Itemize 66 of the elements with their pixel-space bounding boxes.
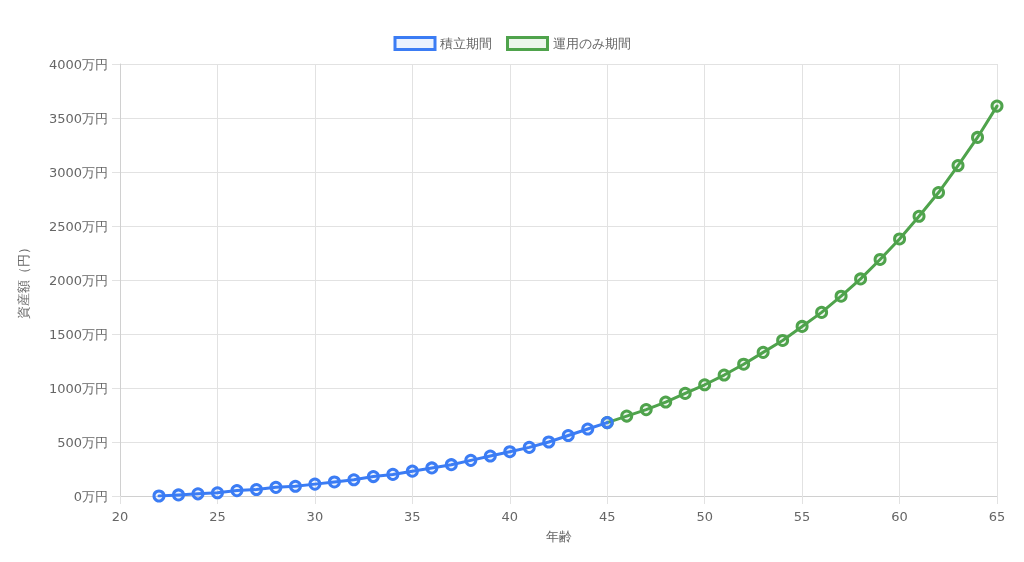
x-tick-label: 25 (209, 509, 226, 524)
x-tick-label: 45 (598, 509, 616, 524)
point (405, 464, 419, 478)
x-tick-label: 30 (306, 509, 324, 524)
legend-label: 運用のみ期間 (552, 36, 631, 51)
x-tick-label: 60 (891, 509, 908, 524)
point (561, 429, 575, 443)
point (698, 378, 712, 392)
point (795, 319, 809, 333)
point (425, 461, 439, 475)
y-tick-label: 1000万円 (48, 380, 108, 396)
y-tick-label: 1500万円 (48, 326, 108, 342)
point (483, 449, 497, 463)
y-tick-label: 2000万円 (48, 272, 108, 288)
point (639, 403, 653, 417)
point (776, 333, 790, 347)
point (912, 209, 926, 223)
point (542, 435, 556, 449)
point (971, 130, 985, 144)
point (581, 422, 595, 436)
point (737, 357, 751, 371)
point (756, 345, 770, 359)
point (347, 473, 361, 487)
point (990, 99, 1004, 113)
point (873, 252, 887, 266)
x-tick-label: 35 (404, 509, 421, 524)
point (308, 477, 322, 491)
point (269, 480, 283, 494)
point (464, 453, 478, 467)
point (327, 475, 341, 489)
point (366, 470, 380, 484)
point (815, 305, 829, 319)
x-tick-label: 20 (111, 509, 129, 524)
point (834, 289, 848, 303)
point (191, 487, 205, 501)
point (620, 409, 634, 423)
y-tick-label: 3500万円 (48, 110, 108, 126)
point (951, 159, 965, 173)
x-axis-title: 年齢 (545, 529, 572, 544)
x-tick-label: 55 (793, 509, 811, 524)
point (717, 368, 731, 382)
y-tick-label: 500万円 (57, 434, 108, 450)
y-tick-label: 4000万円 (48, 56, 108, 72)
x-tick-label: 50 (696, 509, 713, 524)
point (678, 386, 692, 400)
x-tick-label: 65 (988, 509, 1006, 524)
point (503, 445, 517, 459)
point (386, 467, 400, 481)
point (288, 479, 302, 493)
legend-label: 積立期間 (440, 36, 492, 51)
x-tick-label: 40 (501, 509, 519, 524)
point (249, 483, 263, 497)
point (152, 489, 166, 503)
point (932, 186, 946, 200)
point (210, 486, 224, 500)
point (659, 395, 673, 409)
point (444, 458, 458, 472)
point (230, 484, 244, 498)
point (171, 488, 185, 502)
point (893, 232, 907, 246)
point (522, 440, 536, 454)
y-tick-label: 0万円 (73, 488, 108, 504)
y-axis-title: 資産額（円） (16, 241, 31, 319)
y-tick-label: 3000万円 (48, 164, 108, 180)
y-tick-label: 2500万円 (48, 218, 108, 234)
point (854, 272, 868, 286)
